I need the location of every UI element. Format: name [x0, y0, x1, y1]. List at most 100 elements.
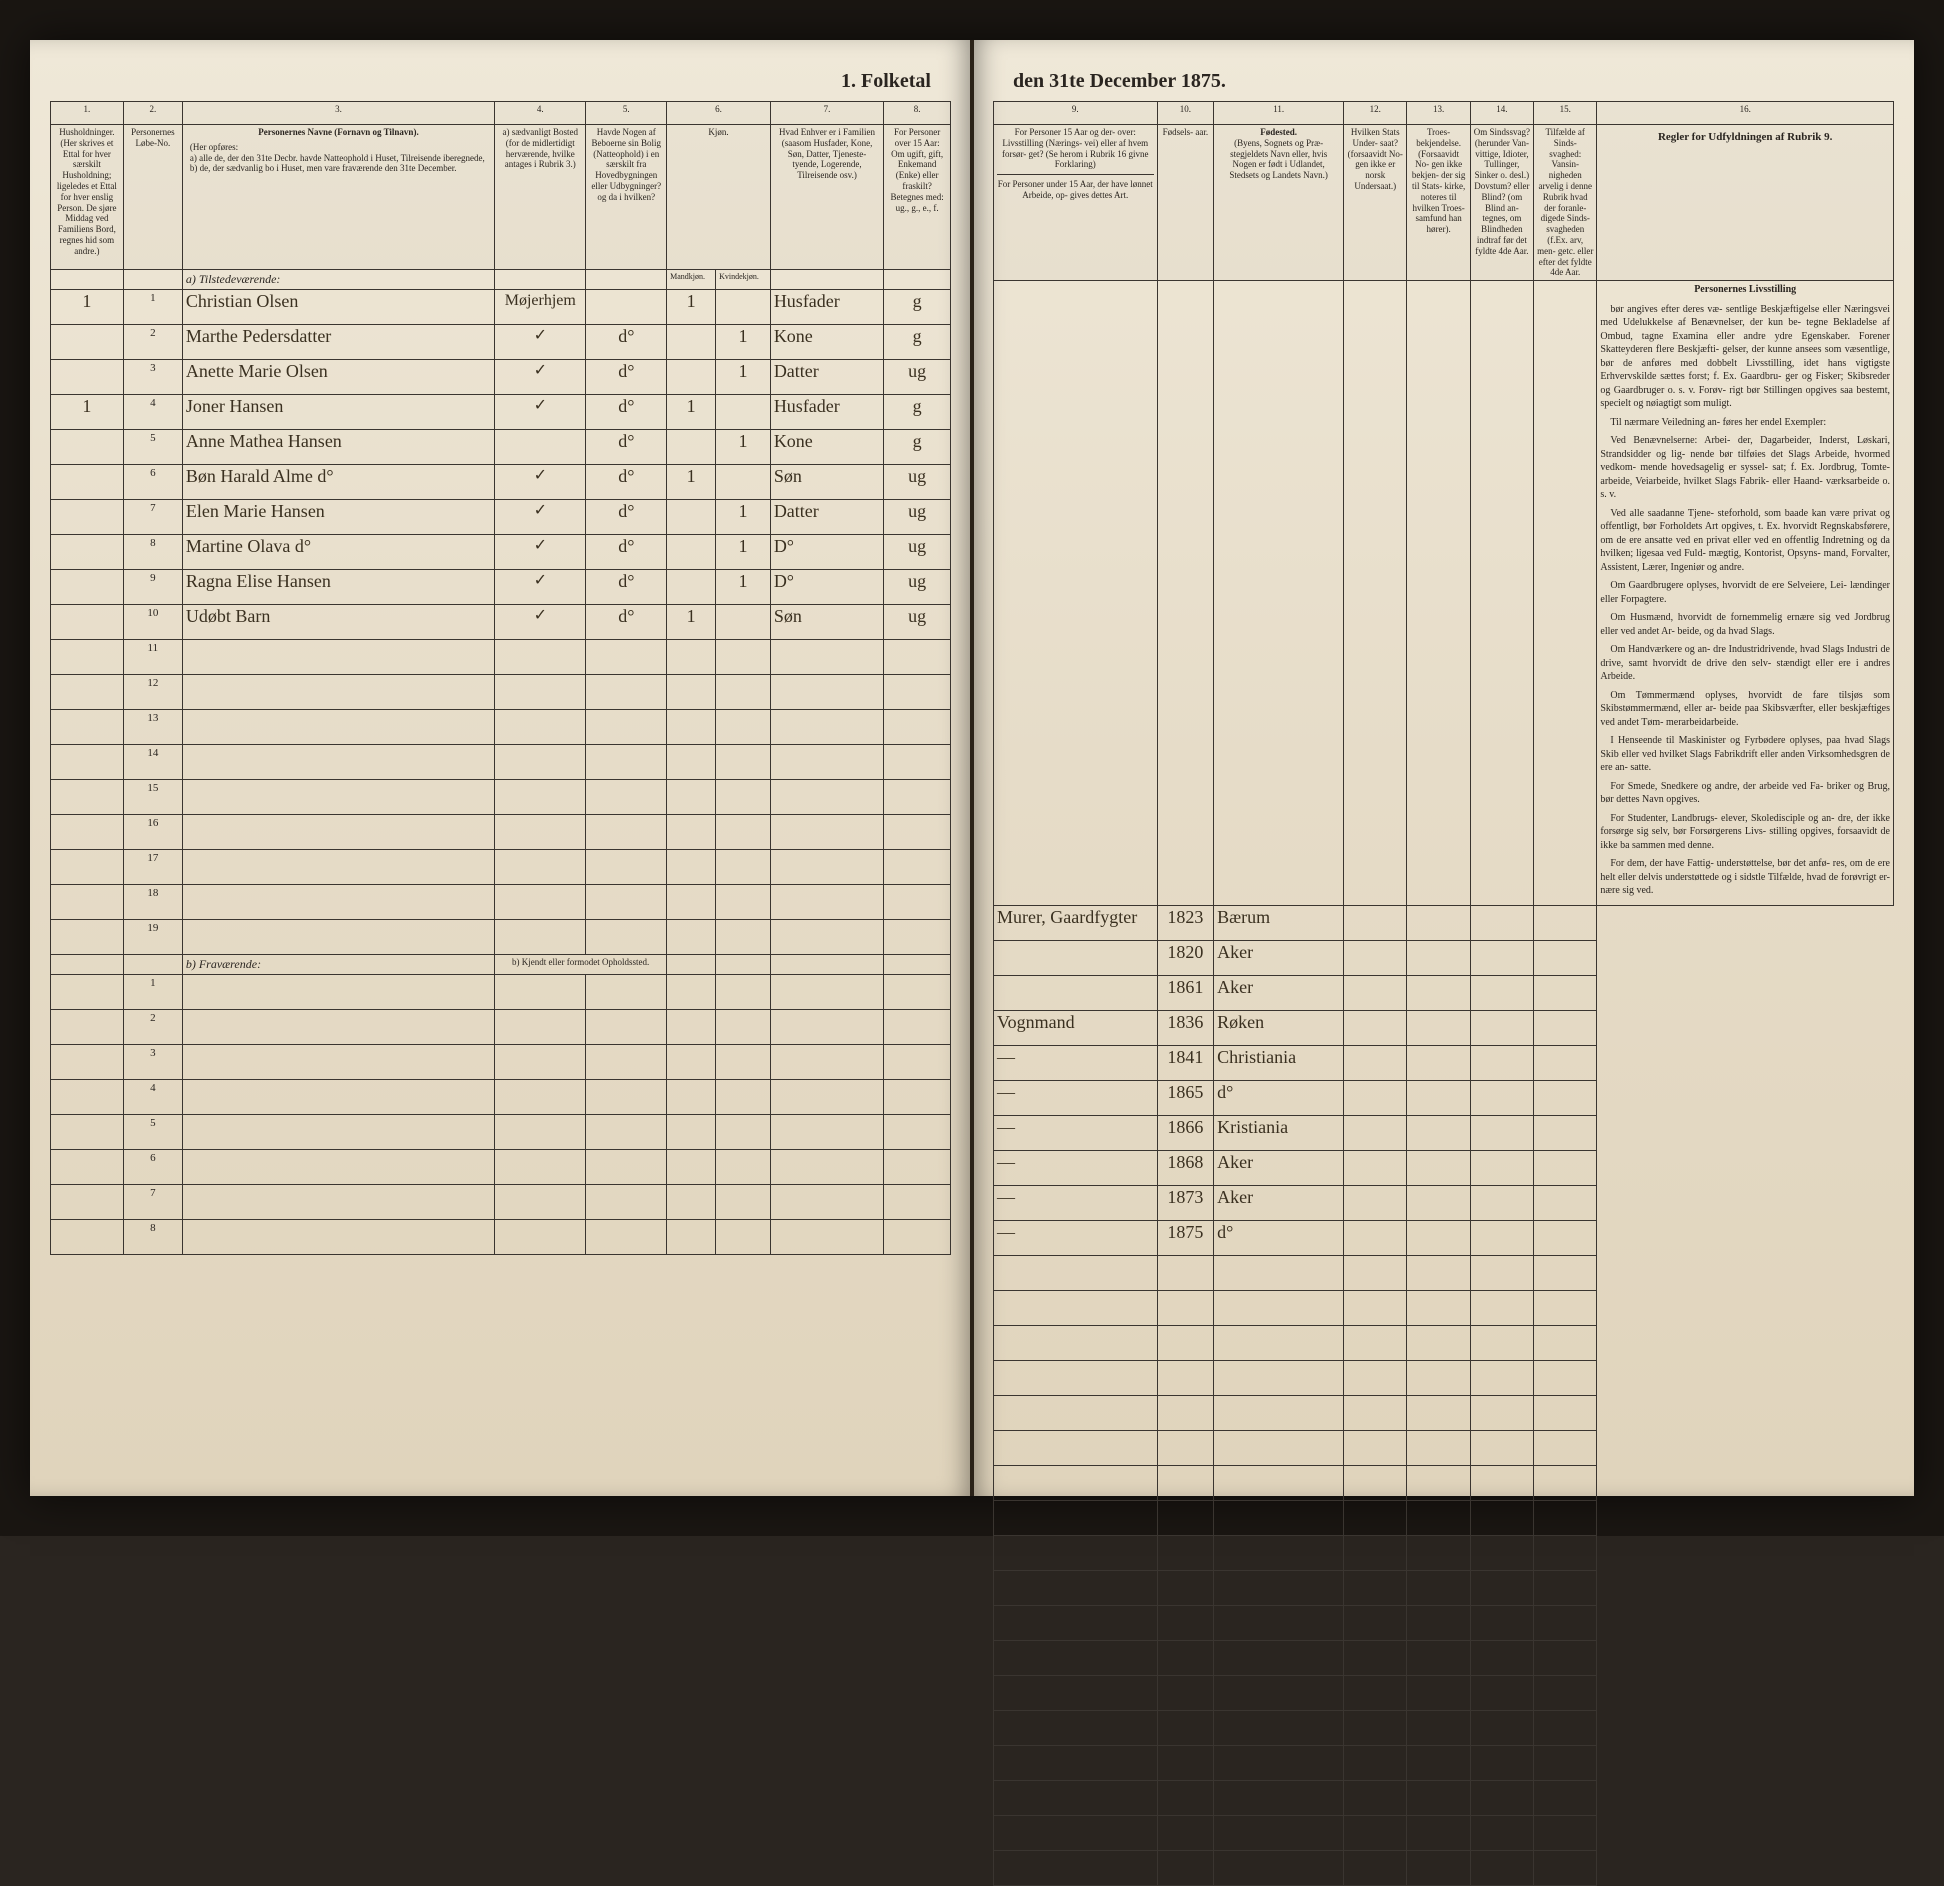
- colnum-16: 16.: [1597, 102, 1894, 125]
- hdr-c5: Havde Nogen af Beboerne sin Bolig (Natte…: [586, 125, 667, 270]
- hdr-c4: a) sædvanligt Bosted (for de midlertidig…: [495, 125, 586, 270]
- table-row: [994, 1290, 1894, 1325]
- empty-rows-a-right: [994, 1255, 1894, 1570]
- page-title-right: den 31te December 1875.: [993, 70, 1894, 93]
- table-row: [994, 1430, 1894, 1465]
- table-row: 1861Aker: [994, 975, 1894, 1010]
- table-row: 8Martine Olava d°✓d°1D°ug: [51, 535, 951, 570]
- hdr-c6a: Mandkjøn.: [667, 270, 716, 290]
- hdr-c8: For Personer over 15 Aar: Om ugift, gift…: [884, 125, 951, 270]
- table-row: [994, 1325, 1894, 1360]
- header-row-right: For Personer 15 Aar og der- over: Livsst…: [994, 125, 1894, 281]
- table-row: 11: [51, 640, 951, 675]
- table-row: 6: [51, 1150, 951, 1185]
- table-row: 6Bøn Harald Alme d°✓d°1Sønug: [51, 465, 951, 500]
- colnum-12: 12.: [1344, 102, 1407, 125]
- instruction-paragraph: For Smede, Snedkere og andre, der arbeid…: [1600, 780, 1890, 807]
- hdr-c16-title: Regler for Udfyldningen af Rubrik 9.: [1600, 127, 1890, 148]
- table-row: 1820Aker: [994, 940, 1894, 975]
- table-row: [994, 1815, 1894, 1850]
- hdr-c14: Om Sindssvag? (herunder Van- vittige, Id…: [1470, 125, 1533, 281]
- col-number-row: 1. 2. 3. 4. 5. 6. 7. 8.: [51, 102, 951, 125]
- section-b4-label: b) Kjendt eller formodet Opholdssted.: [495, 955, 667, 975]
- table-row: [994, 1500, 1894, 1535]
- instruction-paragraph: Om Handværkere og an- dre Industridriven…: [1600, 643, 1890, 684]
- census-table-right: 9. 10. 11. 12. 13. 14. 15. 16. For Perso…: [993, 101, 1894, 1886]
- table-row: —1841Christiania: [994, 1045, 1894, 1080]
- table-row: 17: [51, 850, 951, 885]
- colnum-6: 6.: [667, 102, 771, 125]
- instruction-paragraph: Til nærmare Veiledning an- føres her end…: [1600, 416, 1890, 430]
- table-row: 15: [51, 780, 951, 815]
- header-row-left: Husholdninger. (Her skrives et Ettal for…: [51, 125, 951, 270]
- table-row: 14: [51, 745, 951, 780]
- instruction-paragraph: Om Husmænd, hvorvidt de fornemmelig ernæ…: [1600, 611, 1890, 638]
- hdr-c10: Fødsels- aar.: [1157, 125, 1214, 281]
- table-row: Murer, Gaardfygter1823Bærum: [994, 905, 1894, 940]
- table-row: 4: [51, 1080, 951, 1115]
- colnum-15: 15.: [1534, 102, 1597, 125]
- hdr-c9-top: For Personer 15 Aar og der- over: Livsst…: [997, 127, 1154, 170]
- section-a-row: a) Tilstedeværende: Mandkjøn. Kvindekjøn…: [51, 270, 951, 290]
- table-row: 5Anne Mathea Hansend°1Koneg: [51, 430, 951, 465]
- section-b-spacer-right: [994, 1570, 1894, 1605]
- hdr-c15: Tilfælde af Sinds- svaghed: Vansin- nigh…: [1534, 125, 1597, 281]
- book-spine: [970, 40, 974, 1496]
- empty-rows-b-left: 12345678: [51, 975, 951, 1255]
- table-row: 3: [51, 1045, 951, 1080]
- hdr-c3-title: Personernes Navne (Fornavn og Tilnavn).: [186, 127, 491, 138]
- hdr-c13: Troes- bekjendelse. (Forsaavidt No- gen …: [1407, 125, 1470, 281]
- hdr-c6: Kjøn.: [667, 125, 771, 270]
- table-row: 13: [51, 710, 951, 745]
- hdr-c12: Hvilken Stats Under- saat? (forsaavidt N…: [1344, 125, 1407, 281]
- table-row: [994, 1395, 1894, 1430]
- instruction-paragraph: Om Gaardbrugere oplyses, hvorvidt de ere…: [1600, 579, 1890, 606]
- instruction-paragraph: For dem, der have Fattig- understøttelse…: [1600, 857, 1890, 898]
- colnum-14: 14.: [1470, 102, 1533, 125]
- colnum-1: 1.: [51, 102, 124, 125]
- instruction-paragraph: Ved Benævnelserne: Arbei- der, Dagarbeid…: [1600, 434, 1890, 502]
- instruction-paragraph: Om Tømmermænd oplyses, hvorvidt de fare …: [1600, 689, 1890, 730]
- table-row: 7Elen Marie Hansen✓d°1Datterug: [51, 500, 951, 535]
- table-row: 12: [51, 675, 951, 710]
- table-row: 11Christian OlsenMøjerhjem1Husfaderg: [51, 290, 951, 325]
- table-row: 8: [51, 1220, 951, 1255]
- table-row: —1865d°: [994, 1080, 1894, 1115]
- colnum-8: 8.: [884, 102, 951, 125]
- table-row: 5: [51, 1115, 951, 1150]
- table-row: [994, 1710, 1894, 1745]
- table-row: 18: [51, 885, 951, 920]
- colnum-3: 3.: [182, 102, 494, 125]
- instruction-paragraph: Ved alle saadanne Tjene- steforhold, som…: [1600, 507, 1890, 575]
- table-row: 9Ragna Elise Hansen✓d°1D°ug: [51, 570, 951, 605]
- hdr-c1: Husholdninger. (Her skrives et Ettal for…: [51, 125, 124, 270]
- table-row: Vognmand1836Røken: [994, 1010, 1894, 1045]
- table-row: 2Marthe Pedersdatter✓d°1Koneg: [51, 325, 951, 360]
- census-table-left: 1. 2. 3. 4. 5. 6. 7. 8. Husholdninger. (…: [50, 101, 951, 1255]
- section-spacer-right: Personernes Livsstilling bør angives eft…: [994, 281, 1894, 906]
- col-number-row-r: 9. 10. 11. 12. 13. 14. 15. 16.: [994, 102, 1894, 125]
- colnum-5: 5.: [586, 102, 667, 125]
- colnum-9: 9.: [994, 102, 1158, 125]
- table-row: [994, 1850, 1894, 1885]
- section-b-row: b) Fraværende: b) Kjendt eller formodet …: [51, 955, 951, 975]
- table-row: 19: [51, 920, 951, 955]
- table-row: —1873Aker: [994, 1185, 1894, 1220]
- table-row: [994, 1675, 1894, 1710]
- table-row: [994, 1780, 1894, 1815]
- data-rows-right: Murer, Gaardfygter1823Bærum1820Aker1861A…: [994, 905, 1894, 1255]
- table-row: [994, 1605, 1894, 1640]
- hdr-c6b: Kvindekjøn.: [716, 270, 771, 290]
- table-row: [994, 1255, 1894, 1290]
- table-row: —1868Aker: [994, 1150, 1894, 1185]
- instructions-title: Personernes Livsstilling: [1694, 284, 1796, 295]
- hdr-c6-title: Kjøn.: [670, 127, 767, 138]
- instruction-paragraph: For Studenter, Landbrugs- elever, Skoled…: [1600, 812, 1890, 853]
- instruction-paragraph: bør angives efter deres væ- sentlige Bes…: [1600, 303, 1890, 411]
- colnum-4: 4.: [495, 102, 586, 125]
- hdr-c9-bot: For Personer under 15 Aar, der have lønn…: [997, 179, 1154, 201]
- hdr-c7: Hvad Enhver er i Familien (saasom Husfad…: [770, 125, 883, 270]
- hdr-c3: Personernes Navne (Fornavn og Tilnavn). …: [182, 125, 494, 270]
- instructions-cell: Personernes Livsstilling bør angives eft…: [1597, 281, 1894, 906]
- colnum-2: 2.: [123, 102, 182, 125]
